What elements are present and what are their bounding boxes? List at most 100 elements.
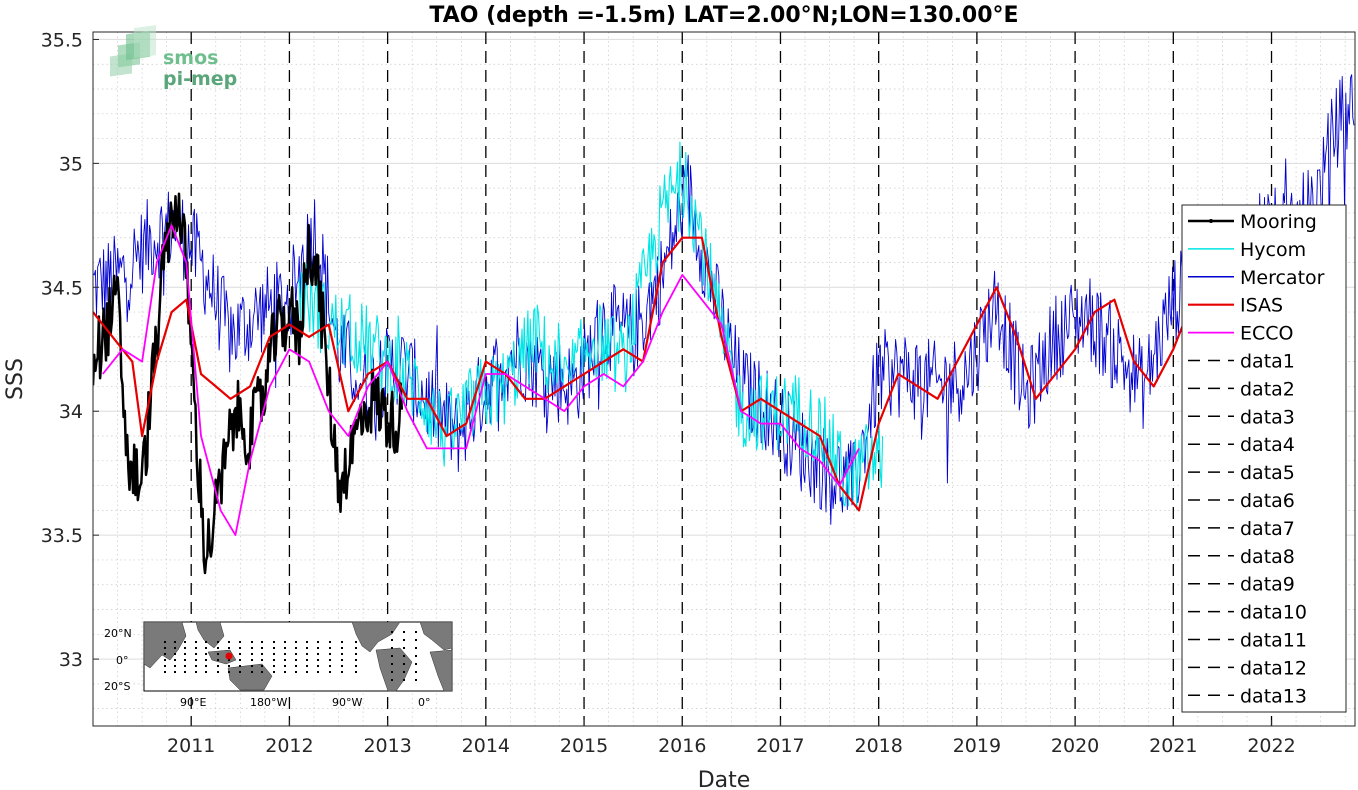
inset-dot [261,653,263,655]
legend-item-mercator: Mercator [1188,267,1325,289]
inset-dot [415,647,417,649]
inset-dot [174,653,176,655]
inset-dot [391,631,393,633]
legend: Mooring Hycom Mercator ISAS ECCO data1 data2 da… [1181,204,1347,713]
inset-lat-label-0: 0° [116,654,129,667]
inset-dot [195,659,197,661]
legend-label-data9: data9 [1240,574,1295,596]
series-isas-line [93,236,1185,512]
legend-label-data11: data11 [1240,630,1307,652]
inset-dot [341,647,343,649]
inset-dot [317,653,319,655]
legend-label-data13: data13 [1240,685,1307,707]
inset-dot [284,653,286,655]
inset-dot [174,641,176,643]
inset-dot [295,665,297,667]
inset-lon-label-90w: 90°W [332,696,362,709]
inset-dot [217,671,219,673]
inset-dot [205,665,207,667]
x-tick-label: 2013 [363,735,411,757]
legend-item-isas: ISAS [1188,295,1283,317]
inset-dot [329,665,331,667]
legend-box [1181,204,1347,713]
inset-dot [217,653,219,655]
legend-item-data5: data5 [1188,462,1295,484]
legend-label-data3: data3 [1240,406,1295,428]
inset-dot [391,639,393,641]
inset-dot [184,665,186,667]
inset-dot [415,663,417,665]
inset-dot [205,641,207,643]
inset-map: 20°N 0° 20°S 90°E 180°W 90°W 0° [104,621,453,709]
legend-label-mooring: Mooring [1240,211,1317,233]
legend-label-data8: data8 [1240,546,1295,568]
series-hycom-line [298,141,884,511]
y-axis-label: SSS [3,358,28,400]
y-tick-label: 35 [59,153,83,175]
inset-dot [217,659,219,661]
inset-dot [329,641,331,643]
inset-dot [228,659,230,661]
inset-dot [273,647,275,649]
x-tick-label: 2021 [1149,735,1197,757]
inset-dot [355,647,357,649]
inset-dot [205,653,207,655]
legend-label-data10: data10 [1240,602,1307,624]
inset-dot [164,653,166,655]
inset-dot [295,671,297,673]
x-tick-label: 2017 [756,735,804,757]
y-tick-label: 34 [59,401,83,423]
legend-label-hycom: Hycom [1240,239,1306,261]
inset-dot [251,647,253,649]
inset-dot [341,641,343,643]
logo-text-pimep: pi-mep [163,68,237,90]
inset-dot [355,671,357,673]
inset-dot [217,647,219,649]
inset-dot [317,671,319,673]
inset-dot [164,647,166,649]
series-mooring-line [93,192,404,575]
inset-dot [239,647,241,649]
inset-dot [355,653,357,655]
inset-dot [239,653,241,655]
legend-item-data13: data13 [1188,685,1307,707]
inset-dot [415,679,417,681]
inset-dot [295,653,297,655]
inset-dot [329,659,331,661]
inset-dot [306,659,308,661]
series-group [93,74,1355,575]
inset-dot [284,671,286,673]
inset-dot [403,647,405,649]
inset-dot [415,631,417,633]
inset-dot [295,641,297,643]
inset-dot [415,655,417,657]
legend-item-data11: data11 [1188,630,1307,652]
inset-dot [284,659,286,661]
inset-dot [164,641,166,643]
legend-item-mooring: Mooring [1188,211,1317,233]
inset-dot [273,671,275,673]
legend-item-ecco: ECCO [1188,323,1294,345]
inset-dot [391,655,393,657]
x-tick-label: 2012 [265,735,313,757]
inset-dot [251,659,253,661]
inset-dot [403,663,405,665]
inset-dot [415,671,417,673]
inset-dot [164,665,166,667]
inset-dot [217,665,219,667]
legend-item-data8: data8 [1188,546,1295,568]
inset-dot [195,653,197,655]
inset-dot [355,665,357,667]
inset-dot [174,665,176,667]
inset-dot [403,639,405,641]
inset-dot [317,647,319,649]
inset-dot [184,641,186,643]
inset-dot [184,647,186,649]
x-tick-label: 2018 [855,735,903,757]
inset-dot [295,659,297,661]
legend-item-data6: data6 [1188,490,1295,512]
inset-dot [341,665,343,667]
inset-dot [317,659,319,661]
inset-dot [174,647,176,649]
inset-map-land [143,621,453,692]
